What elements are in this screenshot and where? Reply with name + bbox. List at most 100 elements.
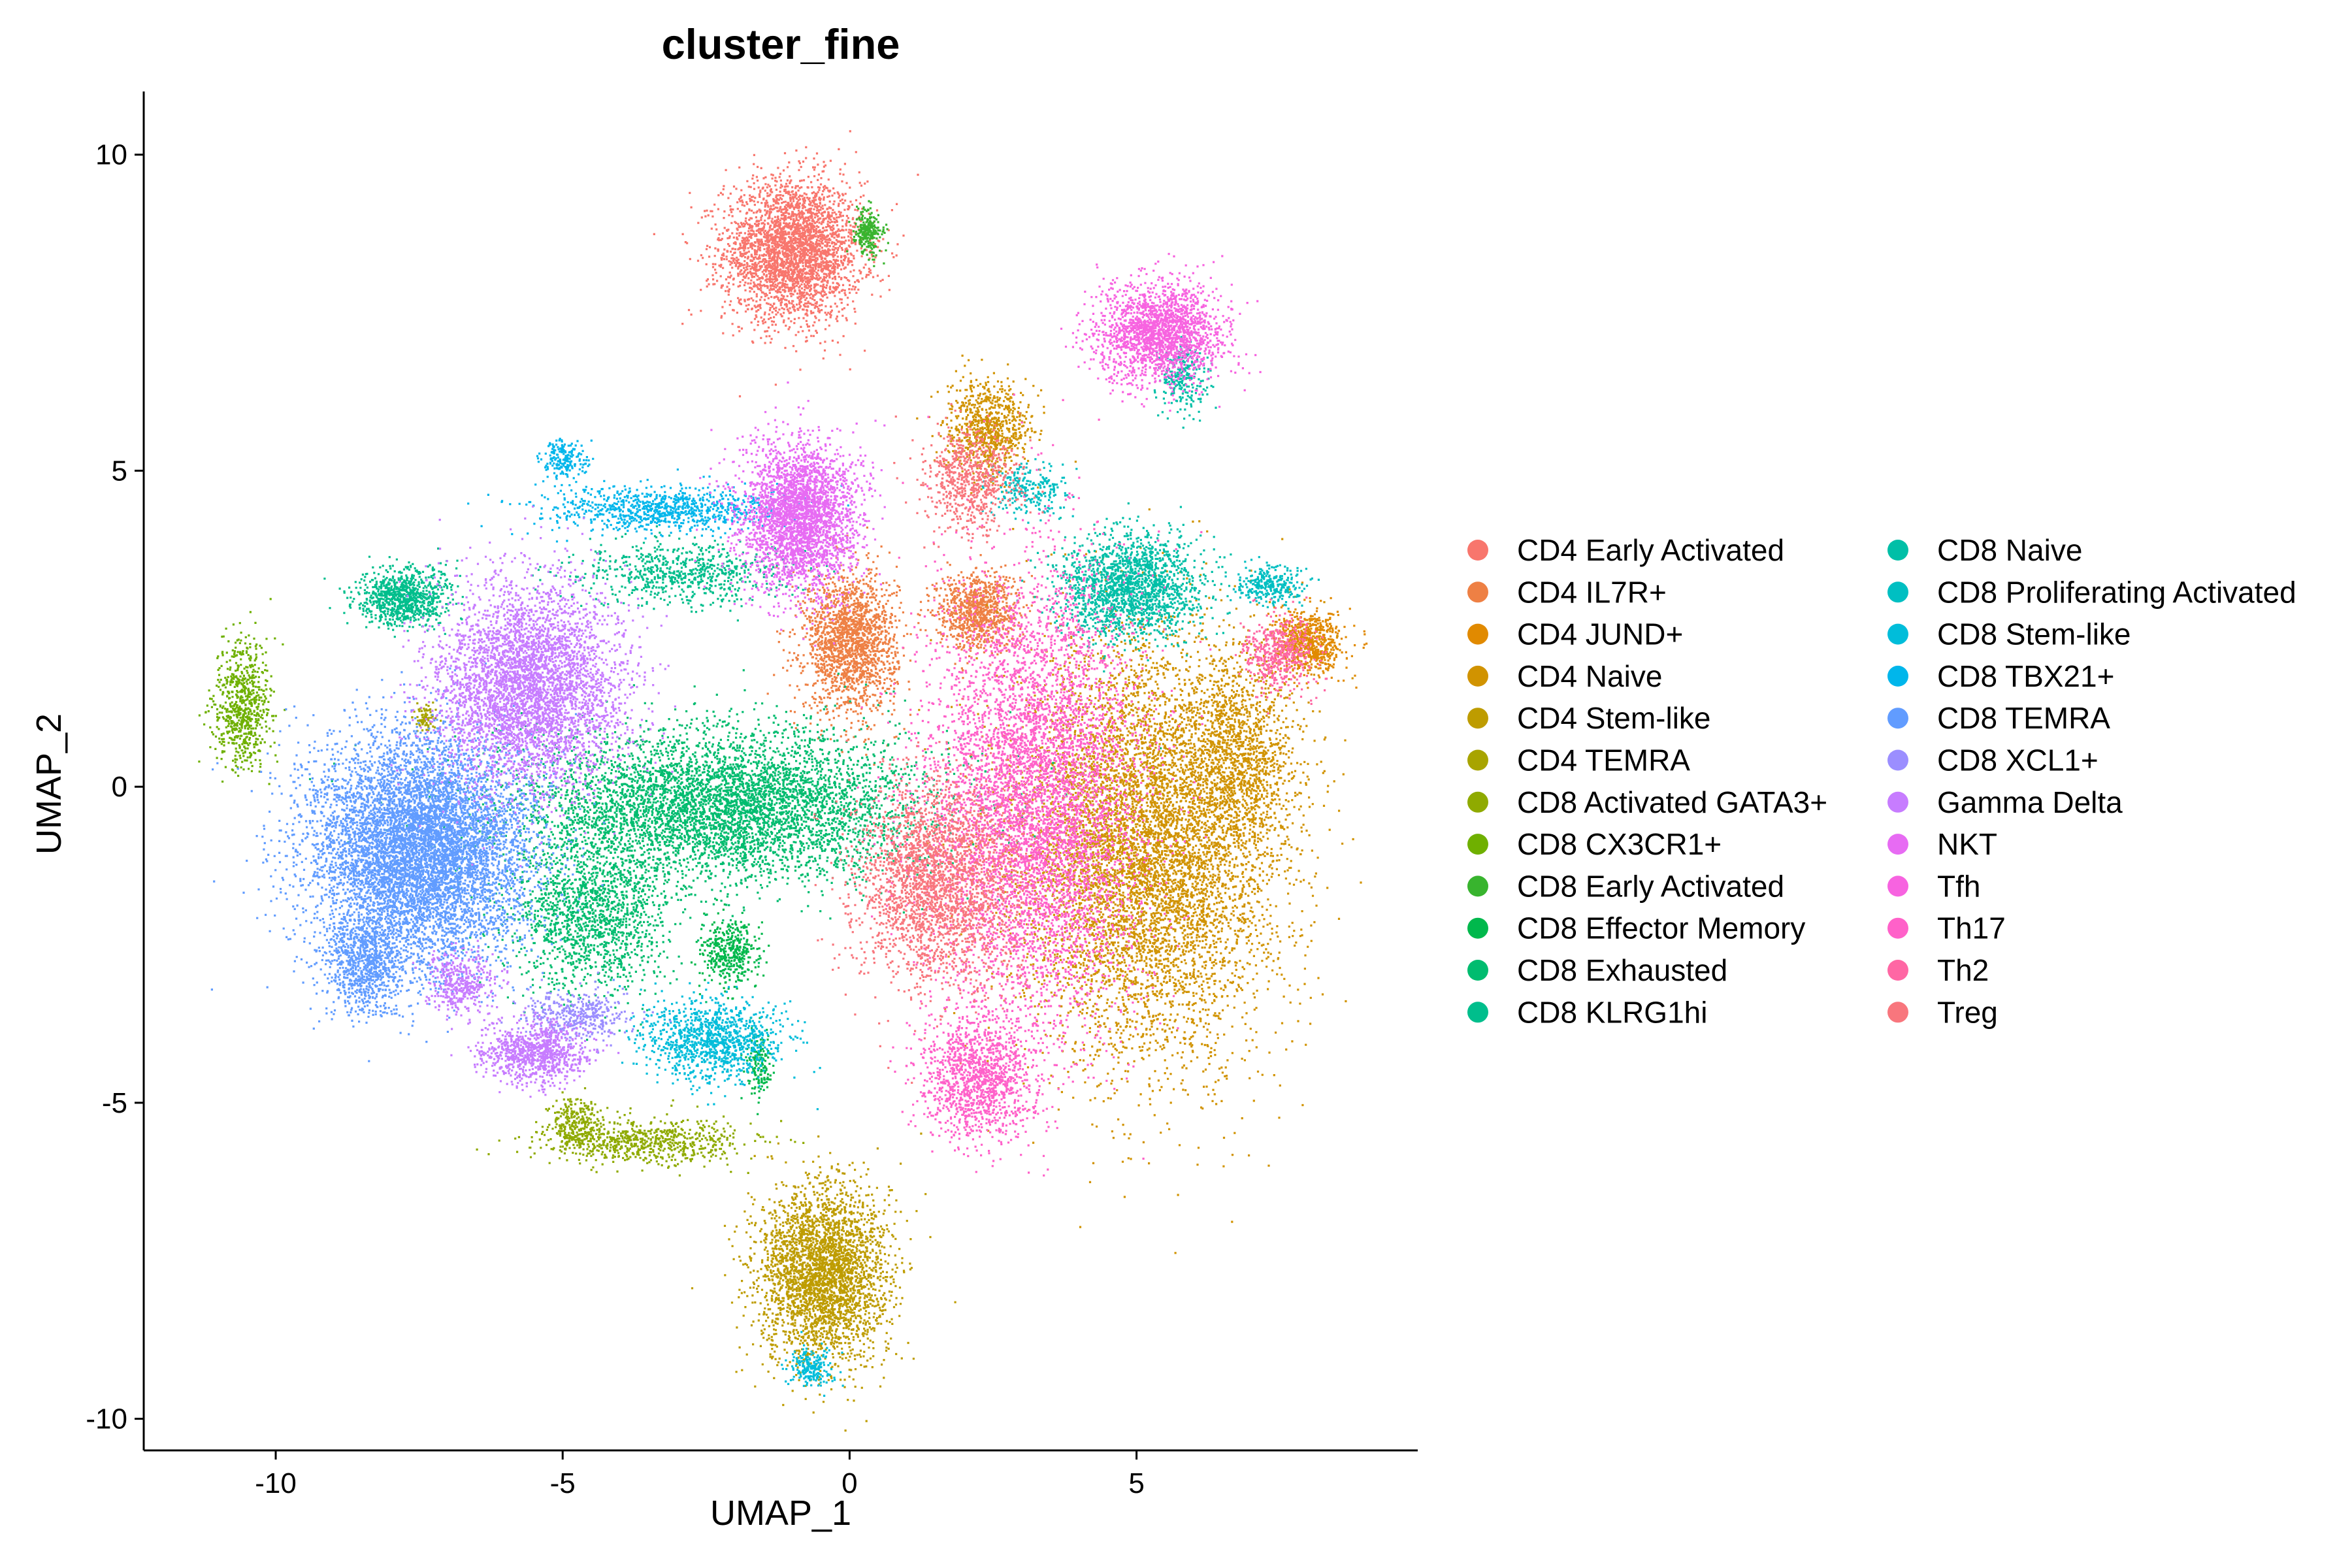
legend-label: CD8 Proliferating Activated — [1937, 575, 2296, 609]
legend-label: CD8 Early Activated — [1517, 869, 1784, 903]
series-points-21 — [1060, 253, 1262, 412]
legend-key — [1467, 1002, 1488, 1023]
legend-label: CD8 XCL1+ — [1937, 743, 2099, 777]
legend-label: CD4 IL7R+ — [1517, 575, 1667, 609]
legend-item: CD8 Effector Memory — [1467, 911, 1805, 945]
point-cloud — [893, 402, 1044, 549]
legend-item: Gamma Delta — [1887, 785, 2123, 819]
legend-label: CD4 TEMRA — [1517, 743, 1690, 777]
legend-item: CD4 Early Activated — [1467, 533, 1784, 567]
legend-key — [1467, 540, 1488, 561]
legend-key — [1887, 875, 1908, 897]
series-points-7 — [476, 1087, 805, 1177]
series-points-10 — [690, 898, 775, 1115]
point-cloud — [210, 659, 615, 1043]
legend-key — [1887, 917, 1908, 939]
series-points-12 — [323, 525, 836, 638]
legend-key — [1467, 917, 1488, 939]
legend-label: CD8 Exhausted — [1517, 953, 1727, 987]
y-tick-label: -10 — [86, 1403, 127, 1435]
legend-key — [1887, 791, 1908, 813]
point-cloud — [694, 381, 886, 647]
legend-key — [1467, 875, 1488, 897]
series-points-16 — [467, 438, 849, 543]
series-points-5 — [691, 1132, 956, 1432]
y-tick-label: -5 — [102, 1087, 127, 1119]
legend-key — [1467, 749, 1488, 771]
chart-title: cluster_fine — [661, 20, 900, 68]
series-points-24 — [813, 402, 1071, 1084]
legend-label: CD8 TEMRA — [1937, 701, 2110, 735]
legend-label: Th17 — [1937, 911, 2006, 945]
legend-label: CD4 Naive — [1517, 659, 1662, 693]
legend-key — [1467, 791, 1488, 813]
legend-item: Th2 — [1887, 953, 1989, 987]
point-cloud — [323, 547, 464, 638]
legend-label: CD8 TBX21+ — [1937, 659, 2114, 693]
y-tick-label: 5 — [112, 455, 127, 487]
legend-item: CD4 IL7R+ — [1467, 575, 1667, 609]
series-points-4 — [913, 354, 1362, 1254]
legend-key — [1887, 540, 1908, 561]
legend-key — [1887, 581, 1908, 603]
legend-label: CD8 Stem-like — [1937, 617, 2131, 651]
legend-label: CD8 Naive — [1937, 533, 2082, 567]
series-points-23 — [1199, 596, 1328, 715]
point-cloud — [308, 669, 1162, 939]
point-cloud — [390, 505, 676, 868]
legend-item: CD4 Naive — [1467, 659, 1662, 693]
legend-label: Treg — [1937, 995, 1998, 1029]
series-points-2 — [766, 526, 1037, 766]
series-points-8 — [198, 598, 286, 785]
point-cloud — [1199, 596, 1328, 715]
series-points-22 — [857, 393, 1212, 1177]
legend-item: CD8 Activated GATA3+ — [1467, 785, 1827, 819]
y-tick-label: 10 — [95, 139, 127, 171]
legend-item: CD8 Exhausted — [1467, 953, 1727, 987]
legend-item: Treg — [1887, 995, 1998, 1029]
legend-item: NKT — [1887, 827, 1997, 861]
point-cloud — [618, 981, 821, 1111]
legend-item: CD4 Stem-like — [1467, 701, 1711, 735]
legend-item: CD8 Naive — [1887, 533, 2082, 567]
legend-label: Gamma Delta — [1937, 785, 2123, 819]
point-cloud — [411, 701, 442, 732]
legend-label: Th2 — [1937, 953, 1989, 987]
point-cloud — [1060, 253, 1262, 412]
legend-key — [1887, 623, 1908, 645]
point-cloud — [1016, 502, 1232, 673]
scatter-points — [198, 130, 1368, 1432]
axes: -10 -5 0 5 -10 -5 0 5 10 — [86, 91, 1418, 1499]
series-points-9 — [846, 200, 889, 267]
legend-label: CD8 Activated GATA3+ — [1517, 785, 1827, 819]
legend-item: CD8 Early Activated — [1467, 869, 1784, 903]
point-cloud — [1152, 601, 1339, 941]
x-tick-label: 0 — [841, 1467, 857, 1499]
point-cloud — [653, 130, 919, 398]
legend-label: CD8 KLRG1hi — [1517, 995, 1707, 1029]
point-cloud — [766, 526, 927, 766]
legend-label: CD8 CX3CR1+ — [1517, 827, 1722, 861]
point-cloud — [740, 1017, 775, 1115]
point-cloud — [476, 1099, 805, 1177]
point-cloud — [467, 468, 849, 543]
legend: CD4 Early Activated CD4 IL7R+ CD4 JUND+ CD4… — [1467, 533, 2296, 1029]
series-points-15 — [618, 981, 844, 1397]
legend-key — [1887, 1002, 1908, 1023]
legend-key — [1467, 834, 1488, 855]
point-cloud — [846, 200, 889, 267]
point-cloud — [491, 972, 672, 1058]
legend-label: CD4 Stem-like — [1517, 701, 1711, 735]
legend-key — [1887, 708, 1908, 729]
legend-key — [1467, 708, 1488, 729]
point-cloud — [536, 438, 595, 492]
series-points-17 — [210, 659, 615, 1062]
legend-item: CD4 TEMRA — [1467, 743, 1690, 777]
point-cloud — [446, 782, 760, 1041]
legend-item: CD8 CX3CR1+ — [1467, 827, 1722, 861]
x-axis-label: UMAP_1 — [710, 1494, 852, 1533]
point-cloud — [913, 461, 1362, 1254]
point-cloud — [690, 898, 770, 1000]
